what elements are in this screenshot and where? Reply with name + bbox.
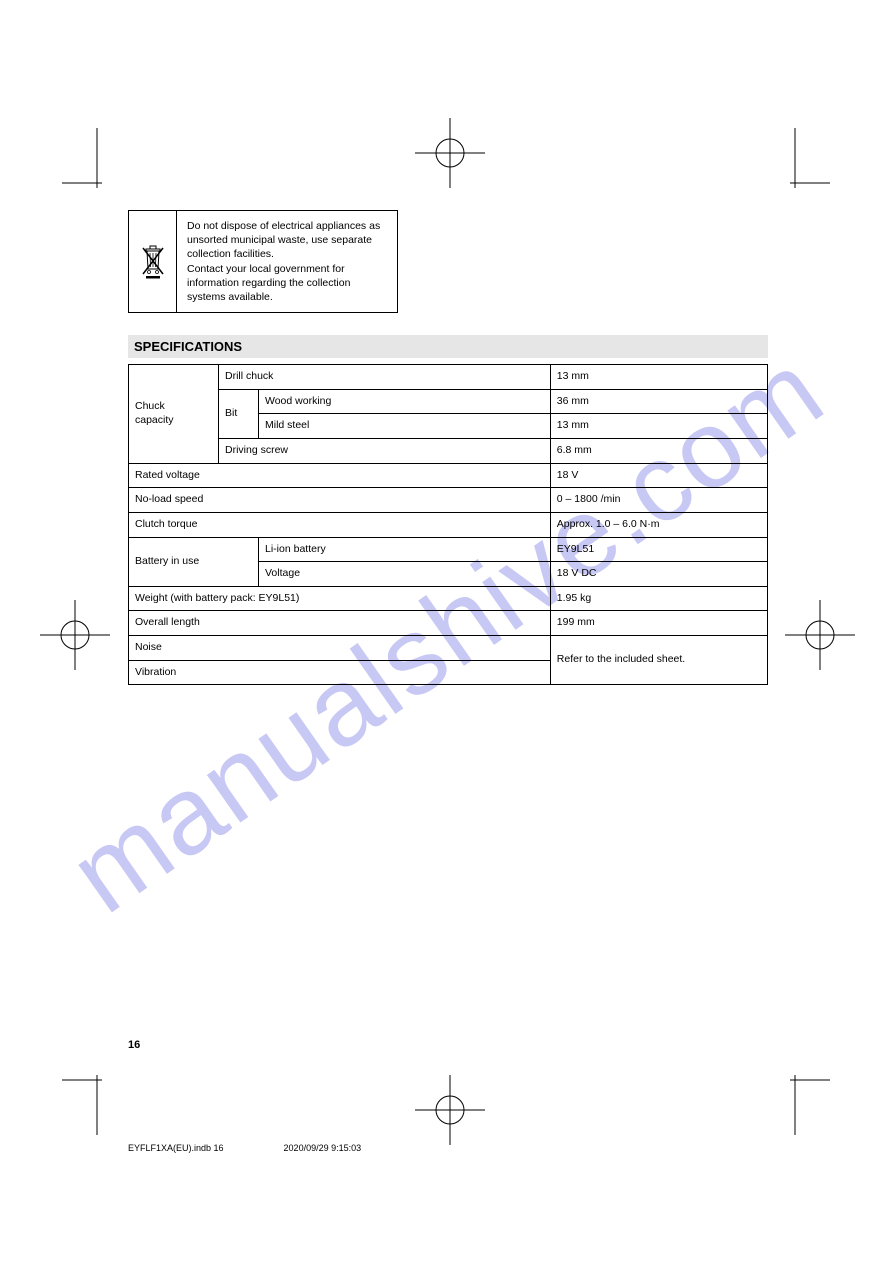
- spec-value: 18 V: [550, 463, 767, 488]
- footer-meta: EYFLF1XA(EU).indb 16 2020/09/29 9:15:03: [128, 1143, 361, 1153]
- footer-filename: EYFLF1XA(EU).indb 16: [128, 1143, 224, 1153]
- disposal-line2: unsorted municipal waste, use separate: [187, 234, 372, 246]
- specifications-table: Chuckcapacity Drill chuck 13 mm Bit Wood…: [128, 364, 768, 685]
- table-row: Weight (with battery pack: EY9L51) 1.95 …: [129, 586, 768, 611]
- disposal-notice-box: Do not dispose of electrical appliances …: [128, 210, 398, 313]
- page-content: Do not dispose of electrical appliances …: [128, 210, 768, 685]
- table-row: Driving screw 6.8 mm: [129, 438, 768, 463]
- crop-mark-tl: [62, 128, 122, 188]
- spec-label: Drill chuck: [219, 365, 551, 390]
- spec-value: 6.8 mm: [550, 438, 767, 463]
- spec-label: Bit: [219, 389, 259, 438]
- spec-label: Vibration: [129, 660, 551, 685]
- spec-value: 13 mm: [550, 365, 767, 390]
- spec-label: Rated voltage: [129, 463, 551, 488]
- spec-label: Driving screw: [219, 438, 551, 463]
- spec-value: 199 mm: [550, 611, 767, 636]
- crop-mark-tr: [770, 128, 830, 188]
- disposal-line1: Do not dispose of electrical appliances …: [187, 220, 380, 232]
- table-row: No-load speed 0 – 1800 /min: [129, 488, 768, 513]
- spec-label: Weight (with battery pack: EY9L51): [129, 586, 551, 611]
- registration-mark-left: [40, 600, 110, 670]
- disposal-line3: collection facilities.: [187, 248, 274, 260]
- spec-label: Overall length: [129, 611, 551, 636]
- spec-value: EY9L51: [550, 537, 767, 562]
- spec-value: 36 mm: [550, 389, 767, 414]
- spec-label: No-load speed: [129, 488, 551, 513]
- table-row: Bit Wood working 36 mm: [129, 389, 768, 414]
- spec-value: Approx. 1.0 – 6.0 N·m: [550, 512, 767, 537]
- spec-value: 1.95 kg: [550, 586, 767, 611]
- disposal-line4: Contact your local government for: [187, 263, 345, 275]
- disposal-line6: systems available.: [187, 291, 273, 303]
- page-number: 16: [128, 1039, 140, 1051]
- table-row: Clutch torque Approx. 1.0 – 6.0 N·m: [129, 512, 768, 537]
- weee-icon-cell: [129, 211, 177, 312]
- table-row: Noise Refer to the included sheet.: [129, 636, 768, 661]
- table-row: Chuckcapacity Drill chuck 13 mm: [129, 365, 768, 390]
- spec-label: Clutch torque: [129, 512, 551, 537]
- registration-mark-bottom: [415, 1075, 485, 1145]
- table-row: Battery in use Li-ion battery EY9L51: [129, 537, 768, 562]
- registration-mark-right: [785, 600, 855, 670]
- spec-label: Li-ion battery: [259, 537, 551, 562]
- section-title: SPECIFICATIONS: [128, 335, 768, 358]
- table-row: Rated voltage 18 V: [129, 463, 768, 488]
- weee-bin-icon: [140, 245, 166, 279]
- spec-label: Voltage: [259, 562, 551, 587]
- registration-mark-top: [415, 118, 485, 188]
- spec-label: Battery in use: [129, 537, 259, 586]
- spec-label: Mild steel: [259, 414, 551, 439]
- disposal-line5: information regarding the collection: [187, 277, 350, 289]
- spec-label: Chuckcapacity: [129, 365, 219, 464]
- spec-label: Wood working: [259, 389, 551, 414]
- spec-label: Noise: [129, 636, 551, 661]
- spec-value: 0 – 1800 /min: [550, 488, 767, 513]
- spec-value: 18 V DC: [550, 562, 767, 587]
- spec-value: Refer to the included sheet.: [550, 636, 767, 685]
- crop-mark-br: [770, 1075, 830, 1135]
- footer-timestamp: 2020/09/29 9:15:03: [284, 1143, 362, 1153]
- crop-mark-bl: [62, 1075, 122, 1135]
- table-row: Overall length 199 mm: [129, 611, 768, 636]
- spec-value: 13 mm: [550, 414, 767, 439]
- disposal-text: Do not dispose of electrical appliances …: [177, 211, 390, 312]
